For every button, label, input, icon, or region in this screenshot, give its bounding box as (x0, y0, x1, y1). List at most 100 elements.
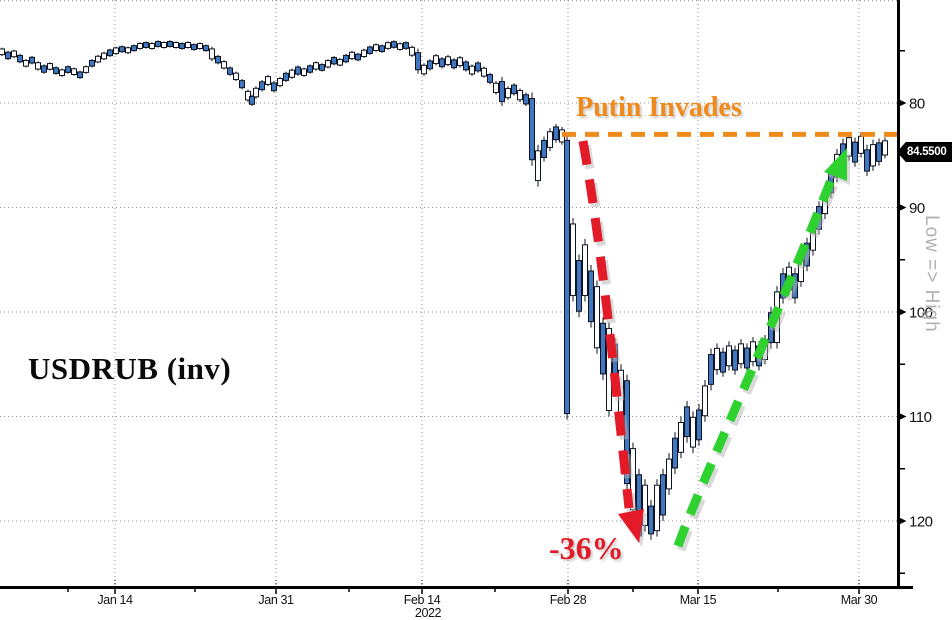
candle-body (690, 416, 696, 448)
candle-body (493, 82, 499, 93)
candle-body (11, 50, 17, 58)
candle-body (245, 90, 251, 101)
candle-body (29, 56, 35, 64)
y-tick-label: 80 (909, 96, 925, 113)
candle-body (582, 244, 588, 297)
candle-body (215, 55, 221, 64)
candle-body (708, 354, 714, 385)
drop-percentage-annotation: -36% (549, 530, 624, 566)
y-tick-arrow (897, 516, 907, 526)
candle-body (570, 223, 576, 297)
candle-body (179, 43, 185, 50)
candle-body (714, 347, 720, 371)
y-tick-label: 90 (909, 200, 925, 217)
candle-body (852, 141, 858, 163)
candle-body (720, 351, 726, 373)
candle-body (529, 98, 535, 161)
candle-body (858, 135, 864, 154)
candle-body (606, 327, 612, 412)
candle-body (517, 90, 523, 101)
x-tick-label: Mar 30 (840, 593, 878, 607)
candle-body (95, 55, 101, 63)
candle-body (89, 59, 95, 67)
chart-title: USDRUB (inv) (28, 351, 232, 386)
candles-series (0, 40, 888, 542)
candle-body (343, 54, 349, 63)
candle-body (499, 81, 505, 102)
candle-body (732, 349, 738, 371)
last-price-tag: 84.5500 (897, 142, 952, 162)
candle-body (738, 343, 744, 365)
candle-body (319, 64, 325, 71)
candle-body (289, 69, 295, 78)
candle-body (672, 437, 678, 469)
candle-body (355, 53, 361, 61)
candle-body (259, 81, 265, 91)
candle-body (337, 58, 343, 66)
candle-body (173, 42, 179, 48)
candle-body (427, 60, 433, 70)
candle-body (349, 51, 355, 60)
candle-body (505, 87, 511, 99)
candle-body (5, 51, 11, 60)
candle-body (77, 71, 83, 79)
candle-body (65, 66, 71, 73)
candle-body (119, 46, 125, 53)
candle-body (535, 150, 541, 182)
candle-body (143, 42, 149, 48)
candle-body (203, 45, 209, 52)
candle-body (277, 78, 283, 87)
candle-body (227, 67, 233, 75)
candle-body (233, 72, 239, 81)
candle-body (403, 42, 409, 49)
candle-body (594, 286, 600, 349)
candle-body (47, 63, 53, 70)
candle-body (385, 42, 391, 49)
candle-body (161, 42, 167, 48)
y-axis-label: Low => High (921, 215, 942, 333)
candle-body (696, 409, 702, 441)
candle-body (882, 140, 888, 156)
candle-body (253, 87, 259, 98)
candle-body (167, 40, 173, 47)
candle-body (660, 474, 666, 516)
candle-body (331, 56, 337, 65)
trend-arrows (578, 140, 850, 552)
candle-body (564, 139, 570, 415)
y-tick-label: 110 (909, 409, 932, 426)
candle-body (876, 142, 882, 162)
y-tick-arrow (897, 307, 907, 317)
candle-body (451, 59, 457, 69)
candle-body (409, 46, 415, 56)
x-tick-label: Jan 14 (97, 593, 133, 607)
candle-body (541, 139, 547, 159)
candle-body (553, 126, 559, 141)
candle-body (702, 385, 708, 417)
candle-body (648, 505, 654, 535)
y-tick-label: 100 (909, 305, 933, 322)
candle-body (209, 48, 215, 60)
candle-body (149, 43, 155, 50)
candle-body (421, 64, 427, 75)
crash-arrow (578, 140, 634, 509)
candle-body (59, 69, 65, 77)
x-tick-label: Feb 14 (403, 593, 441, 607)
y-tick-arrow (897, 203, 907, 212)
candle-body (576, 260, 582, 312)
candle-body (0, 48, 5, 56)
crash-arrowhead (618, 509, 644, 543)
candle-body (654, 484, 660, 532)
candle-body (185, 42, 191, 48)
candle-body (239, 80, 245, 89)
candle-body (588, 270, 594, 323)
candle-body (41, 65, 47, 73)
candle-body (83, 66, 89, 73)
candle-body (107, 49, 113, 57)
y-tick-arrow (897, 98, 907, 108)
candle-body (666, 458, 672, 490)
y-tick-label: 120 (909, 514, 933, 531)
candle-body (457, 57, 463, 67)
candle-body (391, 41, 397, 48)
